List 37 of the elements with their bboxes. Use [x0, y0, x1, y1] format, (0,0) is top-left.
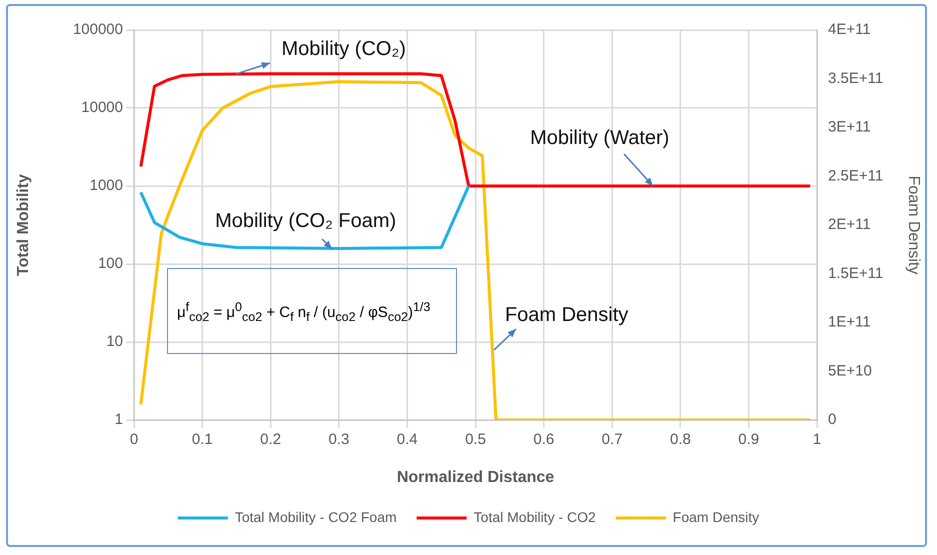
legend-label: Total Mobility - CO2 Foam	[234, 508, 397, 525]
annotation: Foam Density	[504, 304, 628, 326]
legend-label: Foam Density	[672, 508, 760, 525]
x-tick-label: 0.2	[260, 431, 282, 448]
y-tick-label: 10000	[81, 99, 123, 116]
x-tick-label: 0.3	[328, 431, 350, 448]
x-tick-label: 1	[812, 431, 822, 448]
y2-tick-label: 2.5E+11	[828, 167, 884, 184]
x-tick-label: 0.7	[602, 431, 623, 448]
y2-tick-label: 1E+11	[828, 314, 871, 331]
x-tick-label: 0.5	[465, 431, 486, 448]
x-tick-label: 0.9	[738, 431, 760, 448]
y2-tick-label: 0	[828, 411, 836, 428]
legend-label: Total Mobility - CO2	[474, 508, 596, 525]
y2-tick-label: 1.5E+11	[828, 264, 884, 282]
y2-tick-label: 4E+11	[828, 21, 871, 38]
annotation: Mobility (CO₂)	[281, 38, 406, 60]
y2-tick-label: 5E+10	[828, 362, 872, 380]
y-tick-label: 1	[114, 411, 123, 428]
y2-axis-title: Foam Density	[904, 176, 922, 274]
x-axis-title: Normalized Distance	[396, 468, 554, 486]
y-tick-label: 100000	[72, 21, 123, 38]
y-tick-label: 100	[98, 255, 123, 272]
x-tick-label: 0.8	[670, 431, 691, 448]
y-tick-label: 10	[106, 333, 123, 350]
x-tick-label: 0.1	[192, 431, 213, 448]
y2-tick-label: 2E+11	[828, 216, 871, 234]
x-tick-label: 0.4	[396, 431, 418, 448]
text: μ$^{f}$$_{co2}$ = μ$^{0}$$_{co2}$ + C$_{f}$ n$_{f}$ / (u$_{co2}$ / φS$_{co2}$)$^{1/3}$	[177, 300, 430, 324]
y-tick-label: 1000	[90, 177, 123, 194]
x-tick-label: 0	[130, 431, 138, 448]
y2-tick-label: 3.5E+11	[828, 70, 884, 87]
y2-tick-label: 3E+11	[828, 118, 871, 136]
annotation: Mobility (Water)	[530, 127, 670, 149]
x-tick-label: 0.6	[533, 431, 554, 448]
annotation: Mobility (CO₂ Foam)	[215, 210, 396, 232]
y-axis-title: Total Mobility	[15, 174, 32, 276]
